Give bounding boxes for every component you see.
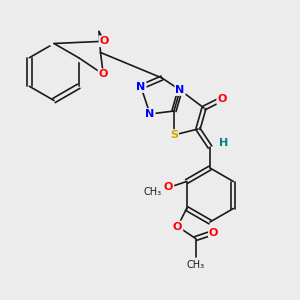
Text: O: O	[164, 182, 173, 193]
Text: O: O	[100, 36, 109, 46]
Text: N: N	[146, 109, 154, 119]
Text: N: N	[136, 82, 146, 92]
Text: S: S	[170, 130, 178, 140]
Text: CH₃: CH₃	[143, 187, 161, 197]
Text: N: N	[176, 85, 184, 95]
Text: O: O	[217, 94, 227, 104]
Text: O: O	[209, 227, 218, 238]
Text: H: H	[219, 137, 228, 148]
Text: CH₃: CH₃	[187, 260, 205, 269]
Text: O: O	[173, 221, 182, 232]
Text: O: O	[99, 69, 108, 79]
